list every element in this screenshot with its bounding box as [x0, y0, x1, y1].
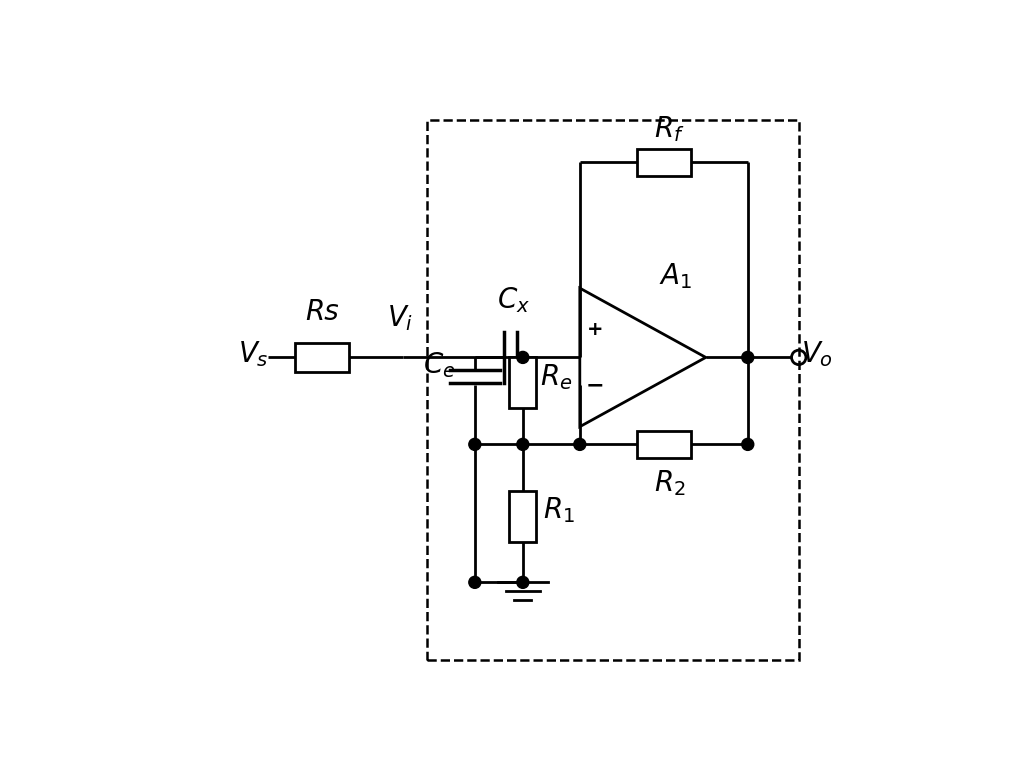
Bar [427, 121, 799, 661]
Text: $R_1$: $R_1$ [543, 495, 575, 525]
Circle shape [469, 576, 481, 588]
Bar [509, 358, 537, 408]
Text: $V_i$: $V_i$ [387, 304, 413, 333]
Text: $V_o$: $V_o$ [800, 340, 833, 369]
Circle shape [517, 351, 528, 363]
Bar [509, 491, 537, 542]
Text: $A_1$: $A_1$ [660, 262, 693, 291]
Circle shape [469, 439, 481, 450]
Circle shape [742, 439, 754, 450]
Circle shape [574, 439, 586, 450]
Text: $C_x$: $C_x$ [498, 286, 530, 315]
Text: $R_f$: $R_f$ [655, 115, 685, 144]
Text: −: − [586, 375, 604, 395]
Text: +: + [587, 320, 603, 339]
Bar [637, 149, 690, 176]
Text: $V_s$: $V_s$ [238, 340, 268, 369]
Bar [637, 431, 690, 458]
Text: $R_e$: $R_e$ [540, 362, 573, 392]
Text: $C_e$: $C_e$ [423, 350, 456, 380]
Text: $R_2$: $R_2$ [654, 468, 685, 499]
Circle shape [517, 576, 528, 588]
Circle shape [517, 439, 528, 450]
Bar [294, 343, 349, 372]
Text: Rs: Rs [305, 298, 339, 326]
Circle shape [742, 351, 754, 363]
